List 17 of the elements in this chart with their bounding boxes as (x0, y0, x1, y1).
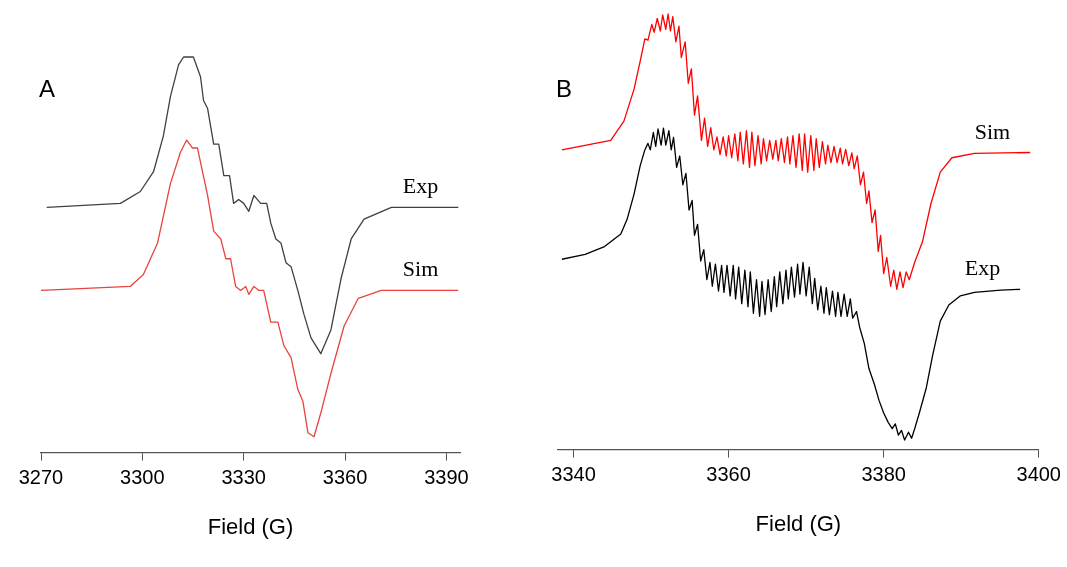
x-tick-label: 3390 (424, 466, 469, 489)
x-axis-title: Field (G) (207, 513, 294, 539)
text: B (556, 75, 573, 102)
series-label: Sim (974, 118, 1011, 144)
series-label: Exp (402, 173, 439, 199)
x-tick-label: 3270 (18, 466, 64, 489)
x-tick-label: 3340 (551, 463, 596, 486)
x-tick-label: 3400 (1016, 463, 1061, 486)
series-label: Exp (964, 255, 1001, 281)
x-axis-title: Field (G) (755, 510, 842, 536)
x-tick-label: 3360 (322, 466, 368, 489)
x-tick-label: 3360 (706, 463, 751, 486)
x-tick-label: 3300 (120, 466, 165, 489)
x-tick-label: 3380 (861, 463, 906, 486)
series-label: Sim (402, 256, 439, 282)
text: A (39, 75, 56, 102)
x-tick-label: 3330 (221, 466, 266, 489)
